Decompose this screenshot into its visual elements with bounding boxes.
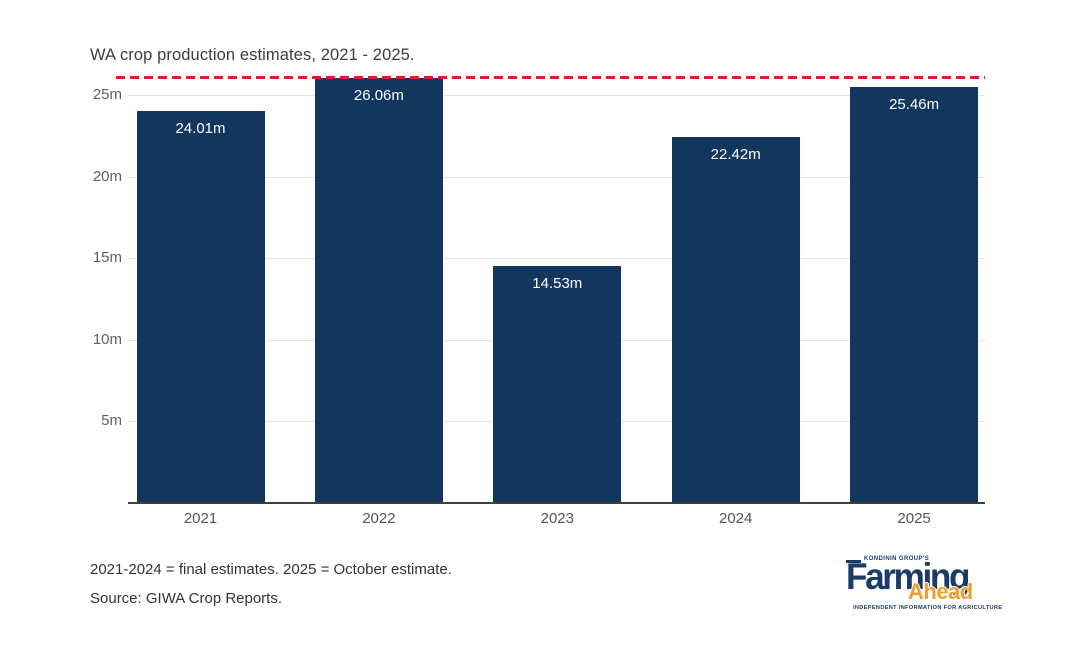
record-reference-line — [116, 76, 985, 80]
y-tick-label-20m: 20m — [92, 167, 122, 185]
bar-2022: 26.06m — [314, 77, 443, 503]
logo-farming-wordmark: Farming — [846, 556, 970, 597]
y-tick-label-25m: 25m — [92, 86, 122, 103]
logo-ahead-wordmark: Ahead — [908, 579, 973, 604]
bar-value-label-2025: 25.46m — [889, 96, 940, 114]
footnote: 2021-2024 = final estimates. 2025 = Octo… — [90, 561, 452, 578]
bar-value-label-2023: 14.53m — [532, 274, 583, 292]
gridline-25m — [128, 95, 985, 96]
source-note: Source: GIWA Crop Reports. — [90, 590, 283, 607]
x-tick-label-2025: 2025 — [897, 510, 931, 527]
x-tick-label-2021: 2021 — [183, 510, 218, 527]
farming-ahead-logo: KONDININ GROUP'S Farming Ahead INDEPENDE… — [846, 554, 1002, 616]
logo-kicker: KONDININ GROUP'S — [864, 556, 930, 562]
chart-title: WA crop production estimates, 2021 - 202… — [90, 46, 415, 64]
bar-value-label-2021: 24.01m — [175, 120, 226, 138]
x-tick-label-2023: 2023 — [540, 510, 574, 527]
x-tick-label-2024: 2024 — [719, 510, 753, 527]
y-tick-label-5m: 5m — [101, 412, 122, 430]
bar-2021: 24.01m — [136, 111, 265, 503]
bar-value-label-2024: 22.42m — [710, 146, 761, 164]
logo-rule — [846, 560, 861, 563]
bar-value-label-2022: 26.06m — [353, 86, 404, 104]
y-tick-label-10m: 10m — [92, 330, 122, 348]
x-tick-label-2022: 2022 — [362, 510, 396, 527]
gridline-15m — [128, 258, 985, 260]
gridline-20m — [128, 176, 985, 178]
bar-2024: 22.42m — [671, 137, 800, 503]
bar-2025: 25.46m — [850, 87, 979, 503]
x-axis-line — [128, 502, 985, 504]
bar-2023: 14.53m — [493, 265, 622, 503]
y-tick-label-15m: 15m — [92, 249, 122, 267]
logo-tagline: INDEPENDENT INFORMATION FOR AGRICULTURE — [853, 605, 1003, 611]
